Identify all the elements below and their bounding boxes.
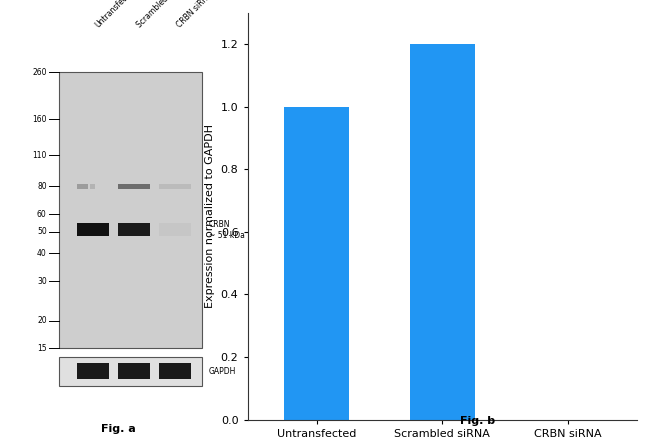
Bar [77,184,88,189]
Text: Untransfected: Untransfected [93,0,138,30]
Text: 20: 20 [37,316,47,325]
Bar [118,184,150,189]
Bar [159,364,191,379]
Text: CRBN
~ 51 kDa: CRBN ~ 51 kDa [209,220,244,239]
Bar [59,357,202,386]
Bar [59,72,202,348]
Bar [159,223,191,236]
Text: 160: 160 [32,114,47,124]
Text: Fig. b: Fig. b [460,416,495,426]
Text: 30: 30 [37,277,47,286]
Bar [410,45,475,420]
Y-axis label: Expression normalized to GAPDH: Expression normalized to GAPDH [205,124,215,309]
Text: Fig. a: Fig. a [101,423,136,434]
Bar [284,107,349,420]
Bar [90,184,96,189]
Text: CRBN siRNA: CRBN siRNA [175,0,215,30]
Bar [118,223,150,236]
Text: 15: 15 [37,344,47,353]
Bar [77,364,109,379]
Text: 260: 260 [32,68,47,76]
Text: 40: 40 [37,249,47,258]
Bar [159,184,191,189]
Text: 50: 50 [37,227,47,236]
Bar [77,223,109,236]
Text: GAPDH: GAPDH [209,367,236,376]
Text: Scrambled siRNA: Scrambled siRNA [135,0,188,30]
Text: 110: 110 [32,151,47,160]
Text: 80: 80 [37,182,47,191]
Bar [118,364,150,379]
Text: 60: 60 [37,210,47,218]
